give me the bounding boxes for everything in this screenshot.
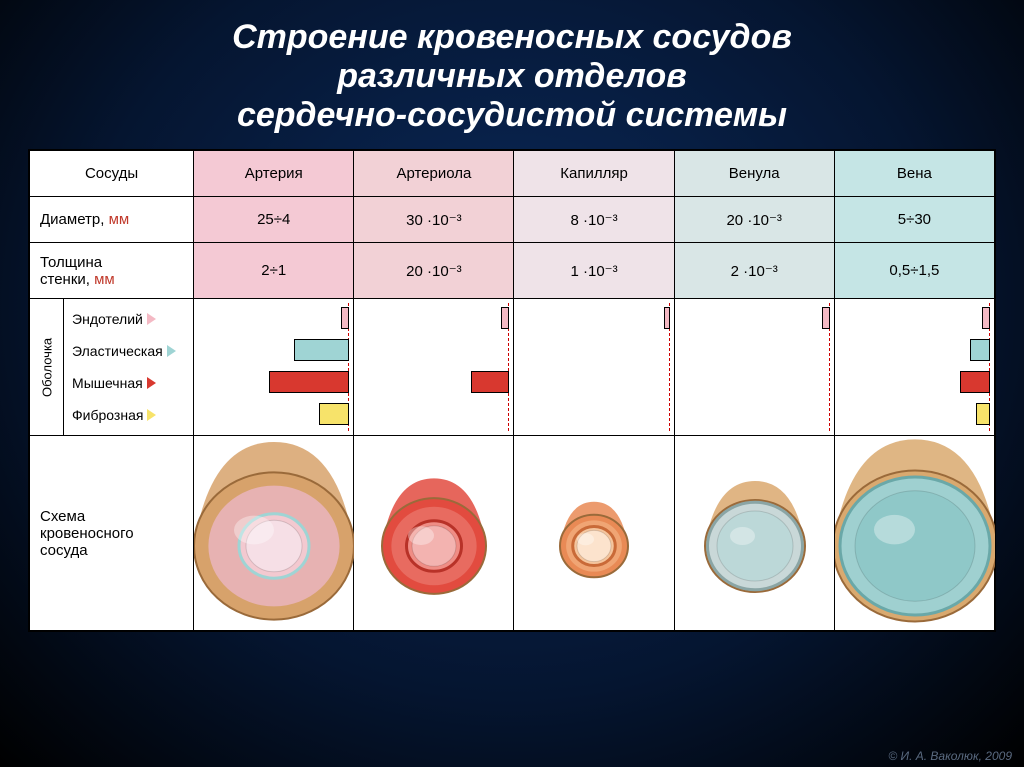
diameter-capillary: 8 ·10⁻³ xyxy=(514,197,674,243)
header-row: Сосуды Артерия Артериола Капилляр Венула… xyxy=(30,151,995,197)
header-arteriole: Артериола xyxy=(354,151,514,197)
diameter-vein: 5÷30 xyxy=(834,197,994,243)
layer-bar xyxy=(982,307,990,329)
layer-bar xyxy=(341,307,349,329)
scheme-venule xyxy=(674,436,834,631)
wall-capillary: 1 ·10⁻³ xyxy=(514,243,674,299)
layer-bar xyxy=(319,403,349,425)
bars-capillary xyxy=(514,299,674,436)
title-line-1: Строение кровеносных сосудов xyxy=(40,18,984,57)
credit: © И. А. Ваколюк, 2009 xyxy=(888,749,1012,763)
layer-bar xyxy=(970,339,990,361)
header-vessels: Сосуды xyxy=(30,151,194,197)
layer-name: Эндотелий xyxy=(64,303,193,335)
title-line-3: сердечно-сосудистой системы xyxy=(40,96,984,135)
layers-row: Оболочка ЭндотелийЭластическаяМышечнаяФи… xyxy=(30,299,995,436)
bars-vein xyxy=(834,299,994,436)
scheme-arteriole xyxy=(354,436,514,631)
layer-bar xyxy=(822,307,830,329)
bars-venule xyxy=(674,299,834,436)
scheme-artery xyxy=(194,436,354,631)
scheme-row: Схема кровеносного сосуда xyxy=(30,436,995,631)
layer-bar xyxy=(664,307,670,329)
layer-names: ЭндотелийЭластическаяМышечнаяФиброзная xyxy=(64,299,194,436)
scheme-label: Схема кровеносного сосуда xyxy=(30,436,194,631)
page-title: Строение кровеносных сосудов различных о… xyxy=(0,0,1024,145)
layer-name: Фиброзная xyxy=(64,399,193,431)
diameter-arteriole: 30 ·10⁻³ xyxy=(354,197,514,243)
layers-group-label: Оболочка xyxy=(30,299,64,436)
header-venule: Венула xyxy=(674,151,834,197)
layer-name: Мышечная xyxy=(64,367,193,399)
title-line-2: различных отделов xyxy=(40,57,984,96)
bars-artery xyxy=(194,299,354,436)
diameter-label: Диаметр, мм xyxy=(30,197,194,243)
scheme-capillary xyxy=(514,436,674,631)
wall-vein: 0,5÷1,5 xyxy=(834,243,994,299)
diameter-row: Диаметр, мм 25÷4 30 ·10⁻³ 8 ·10⁻³ 20 ·10… xyxy=(30,197,995,243)
layer-bar xyxy=(501,307,509,329)
wall-arteriole: 20 ·10⁻³ xyxy=(354,243,514,299)
wall-venule: 2 ·10⁻³ xyxy=(674,243,834,299)
bars-arteriole xyxy=(354,299,514,436)
header-capillary: Капилляр xyxy=(514,151,674,197)
layer-bar xyxy=(976,403,990,425)
layer-bar xyxy=(269,371,349,393)
comparison-table: Сосуды Артерия Артериола Капилляр Венула… xyxy=(28,149,996,632)
header-artery: Артерия xyxy=(194,151,354,197)
wall-artery: 2÷1 xyxy=(194,243,354,299)
layer-bar xyxy=(294,339,349,361)
scheme-vein xyxy=(834,436,994,631)
wall-row: Толщина стенки, мм 2÷1 20 ·10⁻³ 1 ·10⁻³ … xyxy=(30,243,995,299)
diameter-artery: 25÷4 xyxy=(194,197,354,243)
layer-name: Эластическая xyxy=(64,335,193,367)
layer-bar xyxy=(471,371,509,393)
layer-bar xyxy=(960,371,990,393)
wall-label: Толщина стенки, мм xyxy=(30,243,194,299)
header-vein: Вена xyxy=(834,151,994,197)
diameter-venule: 20 ·10⁻³ xyxy=(674,197,834,243)
